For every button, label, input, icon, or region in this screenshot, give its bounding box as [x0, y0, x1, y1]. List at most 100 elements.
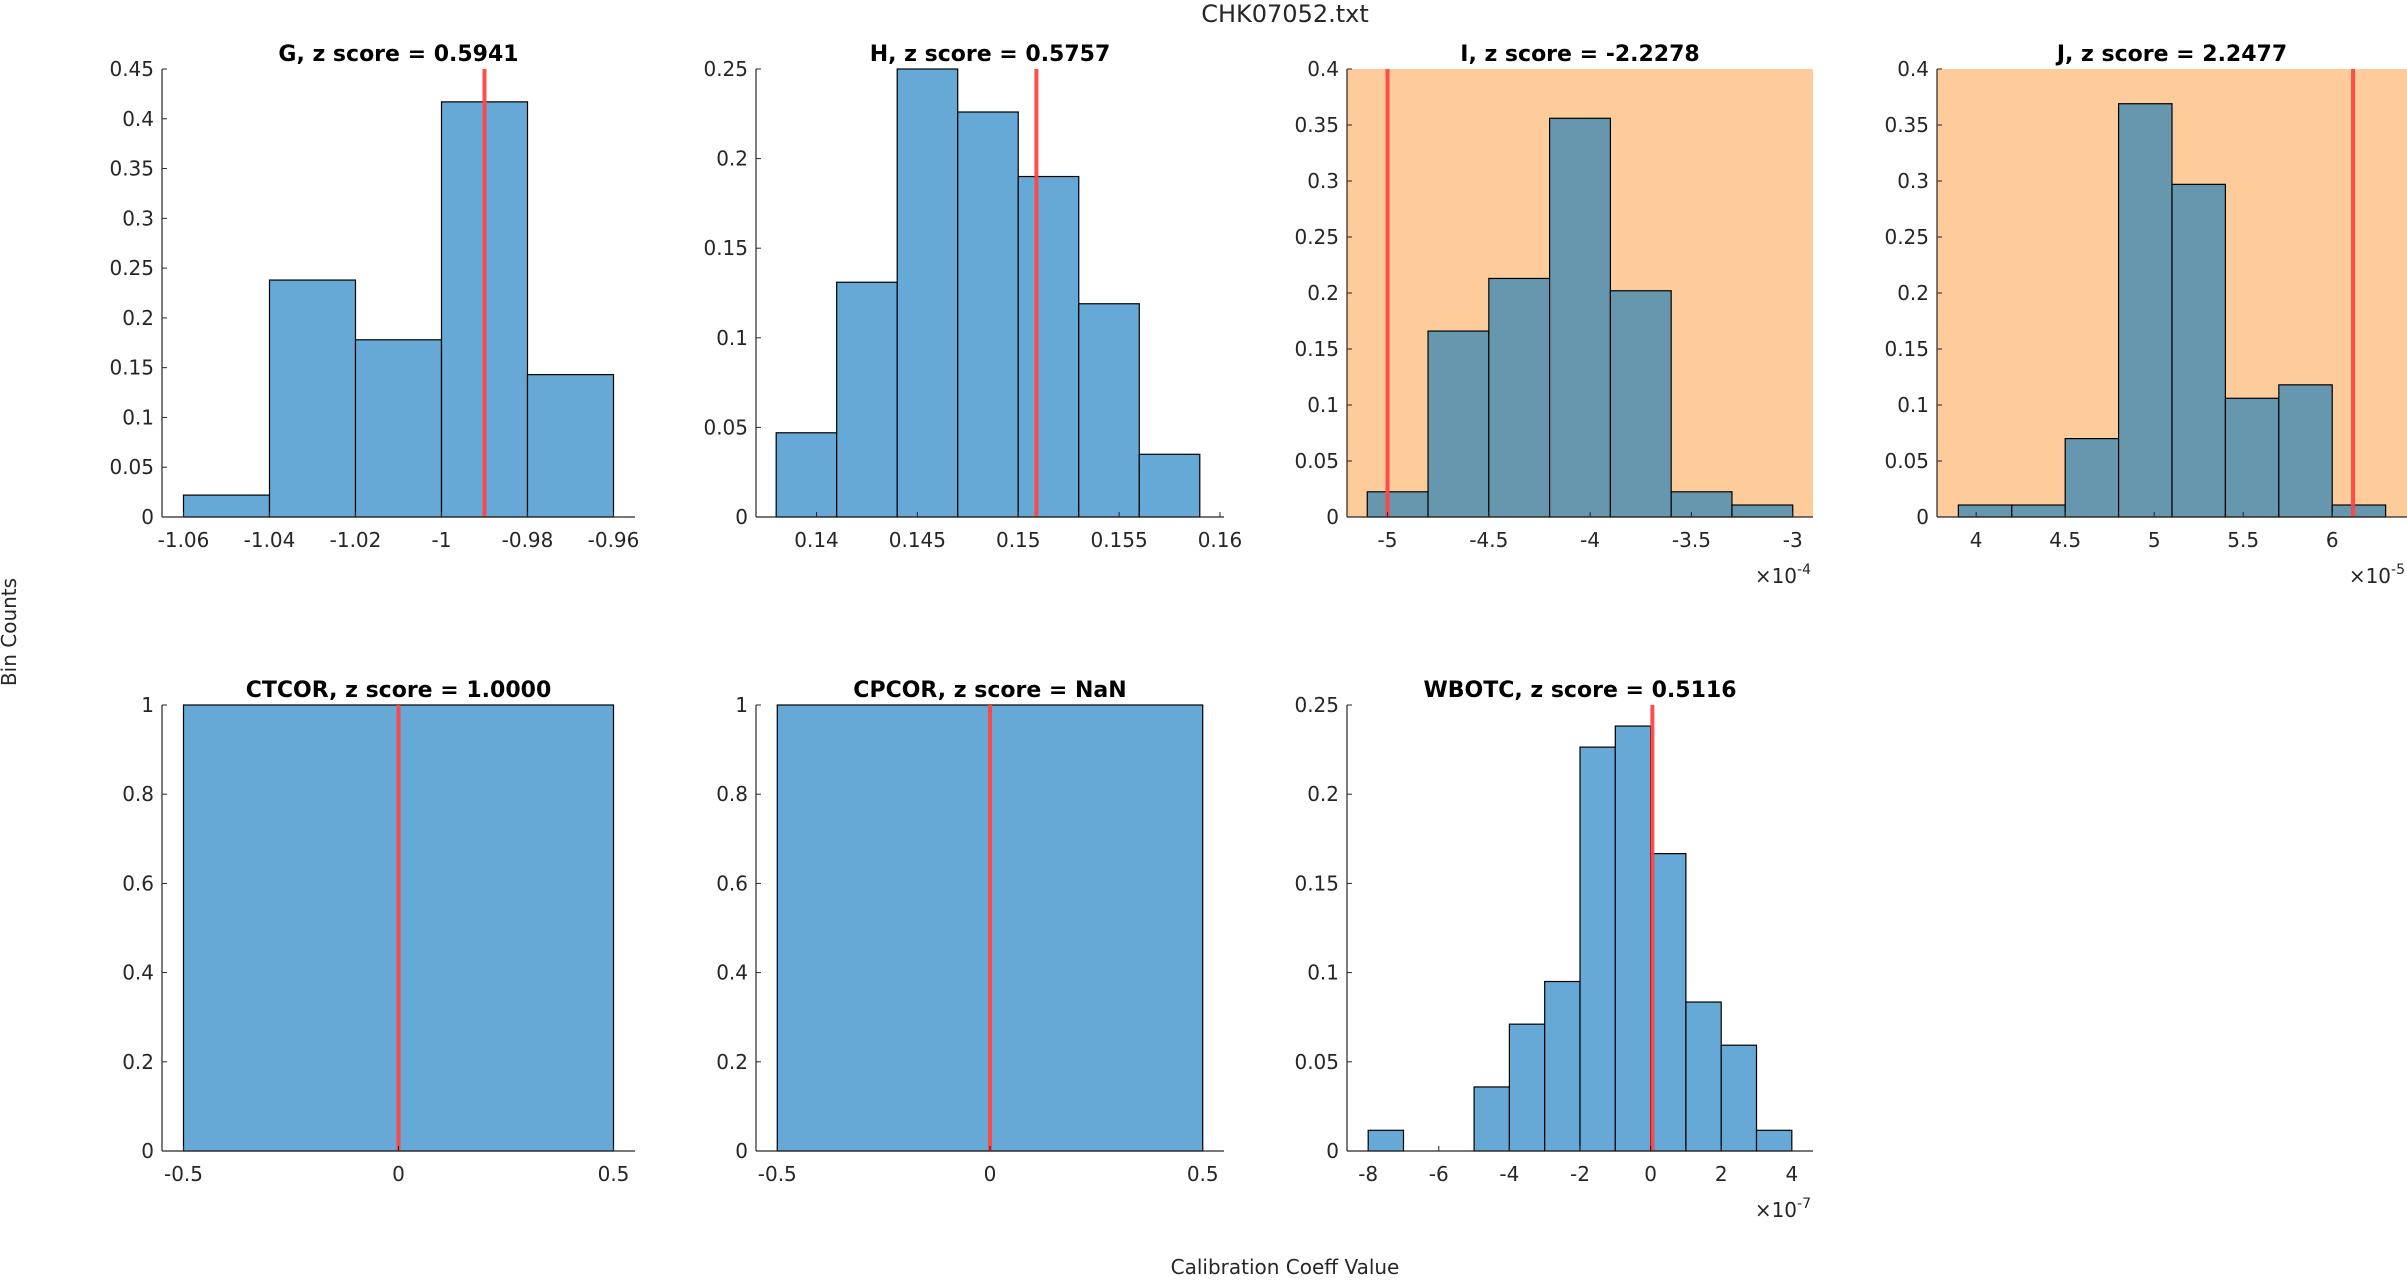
x-tick-label: -1.04: [244, 528, 296, 552]
histogram-bar: [1614, 725, 1652, 1152]
histogram-bar: [1488, 277, 1551, 518]
x-tick-label: 4.5: [2049, 528, 2081, 552]
y-tick-label: 1: [735, 693, 748, 717]
y-tick-label: 0.25: [1294, 693, 1339, 717]
x-tick-label: 0.15: [996, 528, 1041, 552]
y-tick-label: 0.4: [716, 961, 748, 985]
y-tick-label: 0.15: [703, 236, 748, 260]
x-axis-label: Calibration Coeff Value: [1171, 1255, 1400, 1279]
subplot-title: I, z score = -2.2278: [1460, 42, 1699, 67]
x-tick-label: -6: [1429, 1162, 1449, 1186]
y-tick-label: 0.05: [1294, 1050, 1339, 1074]
subplot-title: H, z score = 0.5757: [870, 42, 1111, 67]
x-exponent-label: ×10-4: [1755, 562, 1811, 588]
y-tick-label: 0.2: [1897, 281, 1929, 305]
histogram-bar: [268, 279, 357, 518]
histogram-bar: [1650, 853, 1687, 1152]
y-tick-label: 0.2: [122, 306, 154, 330]
histogram-bar: [1731, 504, 1794, 518]
histogram-bar: [2278, 384, 2333, 518]
histogram-bar: [1017, 175, 1080, 518]
histogram-bar: [1427, 330, 1490, 518]
histogram-bar: [1473, 1086, 1510, 1152]
y-tick-label: 0.1: [716, 326, 748, 350]
histogram-bar: [1138, 453, 1201, 518]
y-tick-label: 0.15: [1294, 337, 1339, 361]
y-tick-label: 0.15: [1884, 337, 1929, 361]
y-tick-label: 1: [141, 693, 154, 717]
y-tick-label: 0.15: [109, 356, 154, 380]
x-tick-label: 0: [392, 1162, 405, 1186]
subplot-4: 0 0.05 0.1 0.15 0.2 0.25 0.3 0.35 0.4 4 4.5 5 5.5 6 J,…: [1884, 42, 2407, 588]
histogram-bar: [2171, 183, 2227, 518]
y-tick-label: 0.3: [122, 206, 154, 230]
y-tick-label: 0.6: [716, 871, 748, 895]
histogram-bar: [1685, 1001, 1722, 1152]
histogram-bar: [1078, 303, 1140, 518]
x-tick-label: 6: [2326, 528, 2339, 552]
x-tick-label: 4: [1785, 1162, 1798, 1186]
y-tick-label: 0: [1326, 1139, 1339, 1163]
histogram-bar: [1579, 746, 1616, 1152]
x-tick-label: -4: [1499, 1162, 1519, 1186]
histogram-bar: [1544, 980, 1581, 1152]
x-tick-label: -1.02: [330, 528, 382, 552]
subplot-title: J, z score = 2.2477: [2055, 42, 2287, 67]
x-tick-label: 4: [1970, 528, 1983, 552]
subplot-grid: 00.050.10.150.20.250.30.350.40.45-1.06 -1…: [109, 42, 2407, 1222]
subplot-5: 0 0.2 0.4 0.6 0.8 1 -0.5 0 0.5 CTCOR, z score = 1…: [122, 678, 635, 1186]
histogram-bar: [1367, 1129, 1405, 1152]
histogram-bar: [2011, 504, 2066, 518]
histogram-bar: [1670, 491, 1733, 518]
y-tick-label: 0.2: [122, 1050, 154, 1074]
x-tick-label: -5: [1378, 528, 1398, 552]
x-exponent-label: ×10-7: [1755, 1196, 1811, 1222]
x-tick-label: 5: [2148, 528, 2161, 552]
y-tick-label: 0.05: [703, 415, 748, 439]
y-tick-label: 0.15: [1294, 871, 1339, 895]
y-tick-label: 0: [735, 1139, 748, 1163]
histogram-bar: [775, 432, 838, 518]
subplot-1: 0 0.05 0.1 0.15 0.2 0.25 0.3 0.35 0.4 0.45 -1.06 -1…: [109, 42, 639, 552]
x-tick-label: 0.14: [794, 528, 839, 552]
histogram-bar: [1508, 1023, 1546, 1152]
x-tick-label: 0: [984, 1162, 997, 1186]
x-tick-label: 0.5: [598, 1162, 630, 1186]
y-tick-label: 0: [1916, 505, 1929, 529]
histogram-bar: [957, 111, 1019, 518]
y-tick-label: 0.1: [122, 405, 154, 429]
y-tick-label: 0: [735, 505, 748, 529]
subplot-7: 0 0.05 0.1 0.15 0.2 0.25 -8 -6 -4 -2 0 2 4 WBOTC, z s…: [1294, 678, 1813, 1222]
y-tick-label: 0.8: [716, 782, 748, 806]
histogram-bar: [2064, 438, 2120, 518]
histogram-bar: [2331, 504, 2387, 518]
x-tick-label: -0.98: [502, 528, 554, 552]
histogram-bar: [182, 494, 271, 518]
x-tick-label: -3.5: [1672, 528, 1711, 552]
y-tick-label: 0.45: [109, 57, 154, 81]
y-tick-label: 0: [141, 505, 154, 529]
y-tick-label: 0.25: [703, 57, 748, 81]
figure-title: CHK07052.txt: [1201, 0, 1369, 28]
histogram-bar: [1609, 290, 1672, 518]
y-tick-label: 0.8: [122, 782, 154, 806]
x-tick-label: -8: [1358, 1162, 1378, 1186]
y-tick-label: 0.4: [1307, 57, 1339, 81]
y-tick-label: 0.25: [109, 256, 154, 280]
x-tick-label: -0.96: [588, 528, 640, 552]
x-tick-label: -1.06: [158, 528, 210, 552]
histogram-bar: [836, 281, 898, 518]
subplot-title: CTCOR, z score = 1.0000: [246, 678, 552, 703]
subplot-title: CPCOR, z score = NaN: [853, 678, 1126, 703]
y-tick-label: 0.4: [122, 961, 154, 985]
x-tick-label: -4: [1580, 528, 1600, 552]
histogram-bar: [2224, 397, 2280, 518]
y-tick-label: 0.3: [1897, 169, 1929, 193]
y-tick-label: 0.2: [1307, 281, 1339, 305]
subplot-2: 0 0.05 0.1 0.15 0.2 0.25 0.14 0.145 0.15 0.155 0.1…: [703, 42, 1242, 552]
x-tick-label: -0.5: [758, 1162, 797, 1186]
x-tick-label: 0.5: [1187, 1162, 1219, 1186]
x-tick-label: 0.145: [889, 528, 946, 552]
histogram-bar: [526, 374, 615, 518]
y-tick-label: 0.35: [109, 157, 154, 181]
